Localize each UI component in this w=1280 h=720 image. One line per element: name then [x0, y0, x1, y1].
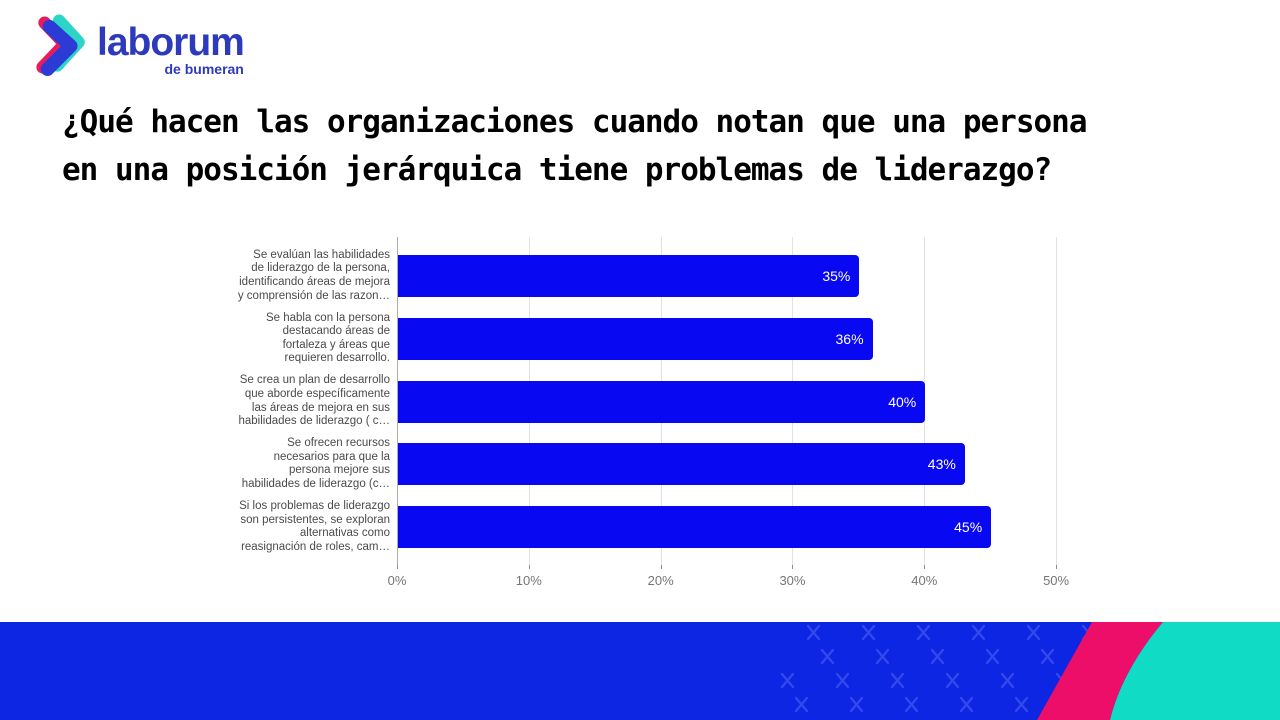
- x-mark-icon: [985, 648, 1000, 665]
- x-mark-icon: [945, 672, 960, 689]
- bar-value-label: 35%: [822, 268, 851, 284]
- x-mark-icon: [1000, 672, 1015, 689]
- x-axis-tick-label: 30%: [779, 573, 806, 588]
- x-axis-tick: [1056, 565, 1058, 569]
- category-label: Si los problemas de liderazgo son persist…: [239, 500, 390, 553]
- x-mark-icon: [930, 648, 945, 665]
- x-mark-icon: [849, 696, 864, 713]
- logo-subtext: de bumeran: [164, 61, 244, 77]
- title-line-1: ¿Qué hacen las organizaciones cuando not…: [62, 104, 1088, 140]
- category-label: Se evalúan las habilidades de liderazgo d…: [237, 248, 390, 302]
- x-mark-icon: [780, 672, 795, 689]
- plot-area: 0% 10% 20% 30% 40% 50% 35% 36% 40% 43% 45%: [388, 237, 1122, 588]
- x-mark-icon: [861, 624, 876, 641]
- footer-teal-corner: [1110, 622, 1280, 720]
- category-label: Se crea un plan de desarrollo que aborde …: [238, 374, 390, 428]
- bar: 40%: [398, 380, 926, 423]
- bar-value-label: 36%: [835, 330, 864, 347]
- laborum-logo: laborum de bumeran: [33, 13, 245, 77]
- x-mark-icon: [1026, 624, 1041, 641]
- x-axis-tick-label: 50%: [1043, 573, 1070, 588]
- bar: 35%: [398, 255, 860, 297]
- bar: 45%: [398, 506, 992, 549]
- x-axis-tick: [792, 565, 794, 569]
- logo-wordmark: laborum: [97, 21, 245, 64]
- x-mark-icon: [959, 696, 974, 713]
- category-label: Se habla con la persona destacando áreas …: [265, 311, 390, 365]
- footer-band: [0, 622, 1280, 720]
- bar-chart: Se evalúan las habilidades de liderazgo d…: [195, 237, 1135, 602]
- x-mark-icon: [904, 696, 919, 713]
- survey-question-title: ¿Qué hacen las organizaciones cuando not…: [62, 98, 1222, 194]
- title-line-2: en una posición jerárquica tiene problem…: [62, 152, 1052, 188]
- category-label: Se ofrecen recursos necesarios para que l…: [241, 437, 390, 490]
- footer-pink-stripe: [1037, 622, 1163, 720]
- gridline: [1056, 237, 1058, 565]
- x-mark-icon: [971, 624, 986, 641]
- bar: 43%: [398, 443, 965, 486]
- x-mark-icon: [806, 624, 821, 641]
- x-axis-tick: [660, 565, 662, 569]
- x-mark-icon: [820, 648, 835, 665]
- x-mark-icon: [1014, 696, 1029, 713]
- bar-value-label: 43%: [927, 456, 956, 473]
- bar-value-label: 45%: [954, 519, 983, 536]
- x-axis-tick: [528, 565, 530, 569]
- x-axis-tick-label: 0%: [387, 573, 407, 588]
- axis-line: [397, 237, 398, 565]
- bar: 36%: [398, 317, 873, 360]
- logo-chevron-blue: [40, 19, 78, 76]
- x-axis-tick-label: 40%: [911, 573, 938, 588]
- x-mark-icon: [794, 696, 809, 713]
- x-mark-icon: [890, 672, 905, 689]
- x-mark-icon: [835, 672, 850, 689]
- bar-value-label: 40%: [888, 393, 917, 410]
- x-axis-tick: [397, 565, 398, 569]
- x-axis-tick-label: 10%: [515, 573, 542, 588]
- x-axis-tick: [924, 565, 926, 569]
- x-mark-icon: [1040, 648, 1055, 665]
- logo-mark-icon: [36, 14, 85, 76]
- x-mark-icon: [916, 624, 931, 641]
- x-axis-tick-label: 20%: [647, 573, 674, 588]
- x-mark-icon: [875, 648, 890, 665]
